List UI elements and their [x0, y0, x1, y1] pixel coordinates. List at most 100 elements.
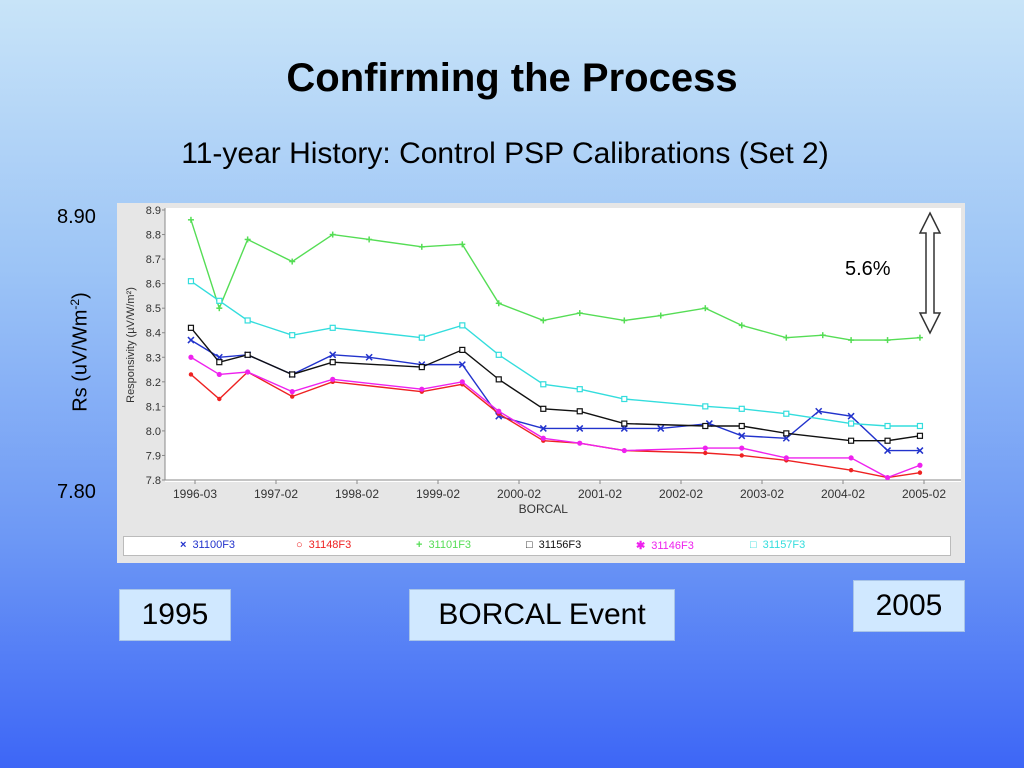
data-point	[621, 447, 627, 454]
data-point	[244, 317, 251, 324]
data-point	[847, 420, 855, 427]
data-point	[495, 351, 502, 358]
legend-marker-icon: ×	[180, 539, 187, 551]
data-point	[540, 405, 547, 412]
y-bottom-label: 7.80	[57, 481, 96, 503]
data-point	[418, 363, 425, 371]
legend-label: 31148F3	[308, 539, 352, 551]
x-tick-label: 1999-02	[416, 487, 460, 501]
x-tick-label: 2002-02	[659, 487, 703, 501]
data-point	[244, 351, 251, 358]
data-point	[815, 407, 823, 415]
data-point	[187, 216, 194, 223]
data-point	[848, 467, 854, 473]
data-point	[188, 372, 194, 377]
data-point	[657, 312, 664, 319]
data-point	[459, 379, 465, 385]
data-point	[540, 381, 547, 388]
x-tick-label: 1998-02	[335, 487, 379, 501]
data-point	[848, 455, 854, 461]
y-tick-label: 8.4	[146, 328, 161, 340]
data-point	[916, 334, 923, 341]
year-2005-box: 2005	[853, 580, 965, 632]
data-point	[539, 424, 547, 432]
data-point	[819, 332, 826, 339]
data-point	[290, 394, 295, 399]
data-point	[216, 359, 223, 366]
data-point	[884, 474, 891, 481]
plot-area	[165, 208, 961, 482]
series-line-31100F3	[190, 339, 920, 452]
data-point	[884, 337, 891, 344]
y-tick-label: 8.6	[146, 279, 161, 291]
data-point	[187, 336, 195, 344]
x-tick-label: 2000-02	[497, 487, 541, 501]
percent-change-label: 5.6%	[845, 258, 891, 280]
data-point	[739, 453, 744, 458]
data-point	[418, 243, 425, 250]
line-chart: 8.9 8.8 8.7 8.6 8.5 8.4 8.3 8.2 8.1 8.0 7.9 7.8 1996…	[125, 205, 961, 516]
data-point	[738, 422, 745, 430]
data-point	[884, 422, 891, 430]
data-point	[576, 310, 583, 317]
data-point	[245, 369, 251, 375]
legend-label: 31146F3	[651, 540, 694, 552]
data-point	[187, 324, 195, 331]
data-point	[365, 353, 373, 361]
data-point	[847, 412, 855, 420]
x-tick-label: 1997-02	[254, 487, 298, 501]
chart-frame: 8.9 8.8 8.7 8.6 8.5 8.4 8.3 8.2 8.1 8.0 7.9 7.8 1996…	[117, 203, 965, 563]
y-tick-label: 8.5	[146, 303, 161, 315]
data-point	[621, 317, 628, 324]
data-point	[330, 376, 336, 382]
data-point	[216, 297, 223, 304]
legend-item-31146F3: ✱ 31146F3	[636, 539, 694, 552]
legend-label: 31157F3	[762, 539, 806, 551]
legend-marker-icon: □	[750, 539, 757, 551]
range-double-arrow-icon	[918, 211, 942, 335]
data-point	[621, 420, 628, 427]
slide-title: Confirming the Process	[286, 56, 738, 100]
x-tick-label: 2003-02	[740, 487, 784, 501]
data-point	[916, 432, 924, 439]
data-point	[783, 410, 790, 417]
legend-marker-icon: +	[416, 539, 423, 551]
data-point	[540, 435, 546, 441]
data-point	[916, 447, 924, 455]
x-tick-label: 2004-02	[821, 487, 865, 501]
y-top-label: 8.90	[57, 206, 96, 228]
y-axis-label: Responsivity (µV/W/m²)	[125, 287, 137, 403]
data-point	[884, 437, 891, 444]
data-point	[244, 236, 251, 243]
data-point	[289, 258, 296, 265]
x-axis-label: BORCAL	[519, 502, 569, 516]
data-point	[576, 386, 583, 393]
data-point	[187, 278, 195, 285]
data-point	[329, 359, 336, 366]
series-line-31101F3	[190, 219, 921, 341]
legend-item-31156F3: □ 31156F3	[526, 539, 581, 551]
legend-marker-icon: □	[526, 539, 533, 551]
y-tick-label: 8.0	[146, 426, 161, 438]
data-point	[576, 424, 584, 432]
year-1995-box: 1995	[119, 589, 231, 641]
data-point	[848, 337, 855, 344]
legend-item-31101F3: +31101F3	[416, 539, 471, 551]
data-point	[577, 440, 583, 446]
data-point	[576, 408, 583, 415]
legend-label: 31101F3	[428, 539, 472, 551]
legend-marker-icon: ○	[296, 539, 303, 551]
rs-label-main: Rs (uV/Wm	[69, 309, 92, 412]
data-point	[703, 450, 708, 456]
legend-item-31100F3: × 31100F3	[180, 539, 235, 551]
y-tick-label: 7.8	[146, 475, 161, 487]
rs-label-end: )	[69, 292, 92, 299]
data-point	[540, 317, 547, 324]
data-point	[216, 371, 222, 378]
data-point	[459, 322, 466, 329]
data-point	[621, 395, 628, 403]
data-point	[217, 396, 222, 402]
data-point	[783, 455, 789, 461]
rs-axis-label: Rs (uV/Wm-2)	[68, 262, 96, 442]
data-point	[657, 424, 665, 432]
